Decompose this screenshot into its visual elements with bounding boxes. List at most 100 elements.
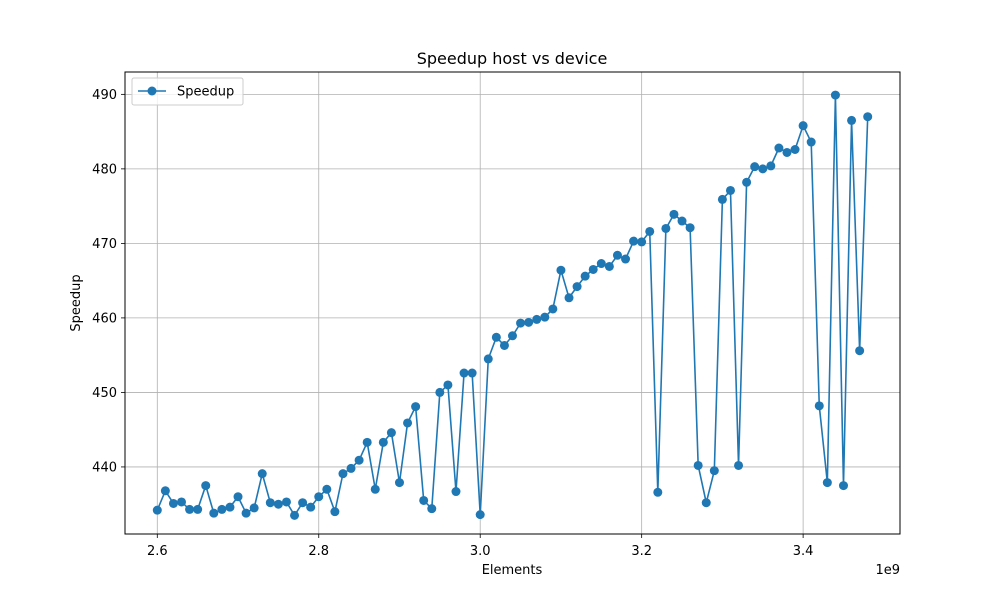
data-point [717, 194, 727, 204]
data-point [532, 314, 542, 324]
data-point [612, 250, 622, 260]
data-point [290, 510, 300, 520]
data-point [766, 161, 776, 171]
data-point [330, 507, 340, 517]
data-point [499, 340, 509, 350]
data-point [863, 112, 873, 122]
data-point [249, 503, 259, 513]
data-point [306, 502, 316, 512]
data-point [273, 499, 283, 509]
data-point [540, 312, 550, 322]
data-point [693, 460, 703, 470]
data-point [798, 121, 808, 131]
data-point [556, 265, 566, 275]
y-axis: 440 450 460 470 480 490 [92, 88, 125, 475]
data-point [524, 317, 534, 327]
y-tick-label: 480 [92, 162, 117, 177]
data-point [298, 498, 308, 508]
data-point [830, 90, 840, 100]
data-point [160, 486, 170, 496]
data-point [709, 466, 719, 476]
data-point [782, 147, 792, 157]
data-point [629, 236, 639, 246]
data-point [403, 418, 413, 428]
data-point [314, 492, 324, 502]
data-point [750, 162, 760, 172]
data-point [572, 282, 582, 292]
chart-title: Speedup host vs device [417, 49, 608, 68]
data-point [742, 177, 752, 187]
x-tick-label: 3.0 [470, 544, 491, 559]
data-point [516, 318, 526, 328]
data-point [338, 469, 348, 479]
data-point [281, 497, 291, 507]
legend-entry-speedup: Speedup [177, 85, 234, 100]
data-point [443, 380, 453, 390]
data-point [669, 209, 679, 219]
data-point [233, 492, 243, 502]
data-point [564, 293, 574, 303]
data-point [435, 387, 445, 397]
data-point [346, 463, 356, 473]
x-axis-label: Elements [482, 563, 543, 578]
plot-frame [124, 71, 901, 535]
x-axis: 2.6 2.8 3.0 3.2 3.4 [147, 534, 814, 559]
data-point [193, 504, 203, 514]
data-point [225, 502, 235, 512]
data-point [838, 481, 848, 491]
x-tick-label: 3.2 [631, 544, 652, 559]
data-point [265, 498, 275, 508]
y-axis-label: Speedup [69, 274, 84, 331]
data-point [774, 143, 784, 153]
data-point [491, 332, 501, 342]
data-point [734, 460, 744, 470]
data-point [217, 504, 227, 514]
data-point [790, 144, 800, 154]
data-point [483, 354, 493, 364]
x-tick-label: 3.4 [793, 544, 814, 559]
x-axis-offset-label: 1e9 [875, 563, 900, 578]
y-tick-label: 490 [92, 88, 117, 103]
data-point [847, 115, 857, 125]
data-point [386, 428, 396, 438]
data-point [201, 481, 211, 491]
legend-point-marker [147, 86, 157, 96]
legend: Speedup [131, 77, 244, 106]
data-point [475, 510, 485, 520]
data-point [322, 484, 332, 494]
data-point [427, 504, 437, 514]
x-tick-label: 2.8 [308, 544, 329, 559]
data-point [685, 223, 695, 233]
data-point [806, 137, 816, 147]
data-point [378, 437, 388, 447]
data-point [394, 478, 404, 488]
data-point [370, 484, 380, 494]
data-point [588, 264, 598, 274]
data-point [168, 498, 178, 508]
y-tick-label: 450 [92, 386, 117, 401]
data-point [653, 487, 663, 497]
data-point [758, 164, 768, 174]
data-point [725, 185, 735, 195]
y-tick-label: 470 [92, 237, 117, 252]
data-point [645, 226, 655, 236]
data-point [459, 368, 469, 378]
data-point [354, 455, 364, 465]
data-point [661, 223, 671, 233]
data-point [596, 259, 606, 269]
data-point [637, 237, 647, 247]
data-point [677, 216, 687, 226]
data-point [467, 368, 477, 378]
data-point [451, 487, 461, 497]
series-layer [152, 90, 873, 520]
data-point [257, 469, 267, 479]
legend-box [131, 77, 244, 106]
data-point [419, 495, 429, 505]
data-point [241, 508, 251, 518]
data-point [209, 508, 219, 518]
data-point [362, 437, 372, 447]
data-point [152, 505, 162, 515]
y-tick-label: 440 [92, 460, 117, 475]
data-point [508, 331, 517, 341]
